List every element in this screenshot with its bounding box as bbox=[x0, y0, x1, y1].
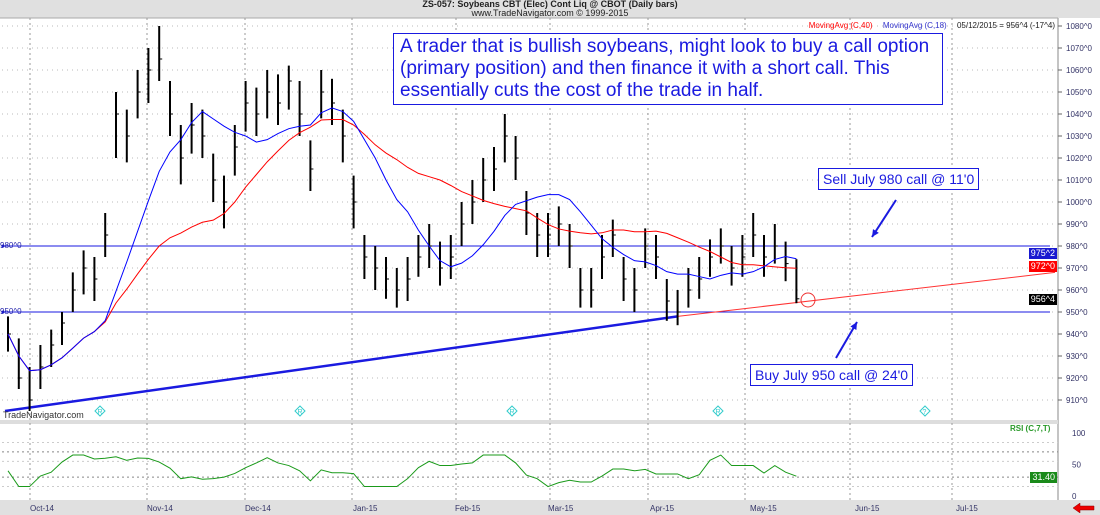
level-dot bbox=[1, 310, 5, 314]
trendline-extension bbox=[677, 271, 1056, 317]
header-bar bbox=[0, 0, 1100, 18]
legend-ma40: MovingAvg (C,40) bbox=[808, 21, 873, 30]
question-marker-icon bbox=[919, 405, 931, 417]
x-tick-label: Oct-14 bbox=[30, 504, 55, 513]
rsi-label: RSI (C,7,T) bbox=[1010, 424, 1051, 433]
legend-ma18: MovingAvg (C,18) bbox=[882, 21, 947, 30]
rollover-marker-icon bbox=[94, 405, 106, 417]
x-tick-label: Dec-14 bbox=[245, 504, 271, 513]
sell-arrow-icon bbox=[871, 199, 897, 238]
x-tick-label: Jun-15 bbox=[855, 504, 880, 513]
buy-arrow-icon-head bbox=[850, 322, 857, 330]
marker-glyph: R bbox=[298, 409, 303, 416]
red-arrow-icon bbox=[1073, 503, 1095, 513]
last-price-tag: 956^4 bbox=[1028, 294, 1057, 305]
rollover-marker-icon bbox=[506, 405, 518, 417]
y-tick-label: 950^0 bbox=[1066, 308, 1088, 317]
y-tick-label: 1010^0 bbox=[1066, 176, 1093, 185]
support-trendline bbox=[4, 315, 678, 413]
ma18-price-tag: 975^2 bbox=[1028, 248, 1057, 259]
y-tick-label: 1030^0 bbox=[1066, 132, 1093, 141]
y-tick-label: 1080^0 bbox=[1066, 22, 1093, 31]
buy-call-label: Buy July 950 call @ 24'0 bbox=[750, 364, 914, 386]
y-tick-label: 940^0 bbox=[1066, 330, 1088, 339]
rsi-tick-label: 0 bbox=[1072, 492, 1077, 501]
annotation-box: A trader that is bullish soybeans, might… bbox=[393, 33, 943, 105]
y-tick-label: 970^0 bbox=[1066, 264, 1088, 273]
y-tick-label: 1060^0 bbox=[1066, 66, 1093, 75]
sell-arrow-icon-head bbox=[872, 229, 879, 237]
y-tick-label: 1070^0 bbox=[1066, 44, 1093, 53]
rsi-last-tag: 31.40 bbox=[1030, 472, 1057, 483]
legend: MovingAvg (C,40) MovingAvg (C,18) 05/12/… bbox=[809, 21, 1055, 30]
panel-divider bbox=[0, 420, 1058, 424]
sell-call-label: Sell July 980 call @ 11'0 bbox=[818, 168, 980, 190]
x-tick-label: Mar-15 bbox=[548, 504, 574, 513]
rsi-tick-label: 50 bbox=[1072, 461, 1081, 470]
y-tick-label: 980^0 bbox=[1066, 242, 1088, 251]
moving-average-40 bbox=[7, 119, 797, 372]
y-tick-label: 1020^0 bbox=[1066, 154, 1093, 163]
level-dot bbox=[1, 244, 5, 248]
marker-glyph: ? bbox=[923, 409, 927, 416]
y-tick-label: 920^0 bbox=[1066, 374, 1088, 383]
y-tick-label: 910^0 bbox=[1066, 396, 1088, 405]
x-tick-label: Jan-15 bbox=[353, 504, 378, 513]
rsi-tick-label: 100 bbox=[1072, 429, 1086, 438]
x-tick-label: Feb-15 bbox=[455, 504, 481, 513]
level-label-980: 980^0 bbox=[0, 241, 22, 250]
level-label-950: 950^0 bbox=[0, 307, 22, 316]
x-tick-label: May-15 bbox=[750, 504, 777, 513]
x-tick-label: Nov-14 bbox=[147, 504, 173, 513]
scroll-right-button[interactable] bbox=[1073, 503, 1095, 513]
marker-glyph: R bbox=[98, 409, 103, 416]
highlight-circle bbox=[800, 292, 816, 308]
ma40-price-tag: 972^0 bbox=[1028, 261, 1057, 272]
y-tick-label: 930^0 bbox=[1066, 352, 1088, 361]
y-tick-label: 1050^0 bbox=[1066, 88, 1093, 97]
last-quote: 05/12/2015 = 956^4 (-17^4) bbox=[956, 21, 1055, 30]
y-tick-label: 1040^0 bbox=[1066, 110, 1093, 119]
watermark: TradeNavigator.com bbox=[3, 410, 84, 420]
rollover-marker-icon bbox=[294, 405, 306, 417]
rollover-marker-icon bbox=[712, 405, 724, 417]
rsi-line bbox=[7, 454, 797, 488]
chart-title: ZS-057: Soybeans CBT (Elec) Cont Liq @ C… bbox=[422, 0, 678, 9]
marker-glyph: R bbox=[716, 409, 721, 416]
y-tick-label: 990^0 bbox=[1066, 220, 1088, 229]
moving-average-18 bbox=[7, 107, 797, 372]
price-axis bbox=[1058, 18, 1100, 500]
y-tick-label: 960^0 bbox=[1066, 286, 1088, 295]
x-tick-label: Jul-15 bbox=[956, 504, 978, 513]
copyright: www.TradeNavigator.com © 1999-2015 bbox=[471, 8, 629, 18]
date-axis-bar bbox=[0, 500, 1100, 515]
y-tick-label: 1000^0 bbox=[1066, 198, 1093, 207]
x-tick-label: Apr-15 bbox=[650, 504, 675, 513]
marker-glyph: R bbox=[510, 409, 515, 416]
